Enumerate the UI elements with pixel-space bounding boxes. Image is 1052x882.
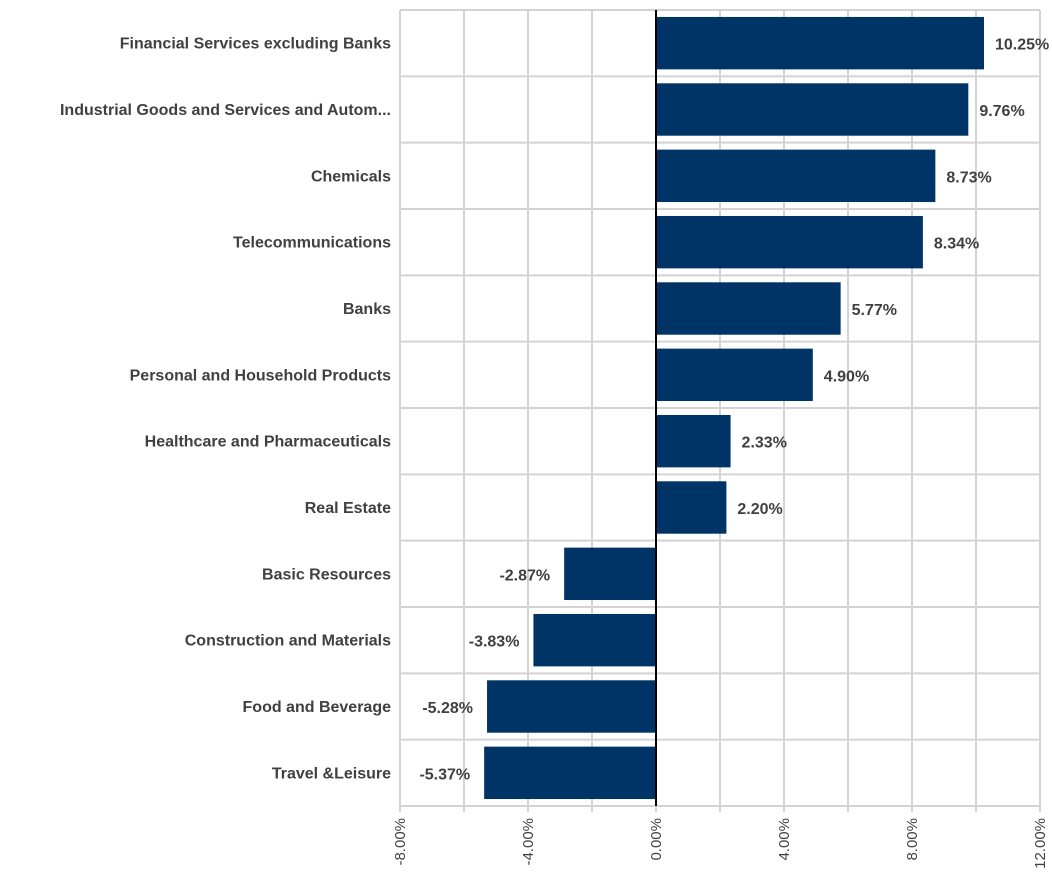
value-label: -3.83%: [469, 634, 520, 651]
value-label: 2.33%: [742, 435, 787, 452]
category-label: Personal and Household Products: [130, 367, 391, 384]
bar: [656, 481, 727, 534]
bar: [484, 746, 656, 800]
value-label: 2.20%: [737, 501, 782, 518]
bar: [656, 149, 936, 203]
value-label: -2.87%: [499, 567, 550, 584]
bar: [564, 547, 656, 601]
bar: [656, 215, 923, 269]
category-label: Healthcare and Pharmaceuticals: [145, 434, 391, 451]
category-labels: Financial Services excluding Banks Indust…: [60, 36, 391, 783]
category-label: Construction and Materials: [185, 633, 391, 650]
value-label: 8.73%: [946, 169, 991, 186]
bar: [656, 16, 984, 70]
x-tick-label: -4.00%: [520, 818, 537, 866]
x-tick-label: 8.00%: [904, 818, 921, 861]
value-label: 5.77%: [852, 302, 897, 319]
value-label: -5.28%: [422, 700, 473, 717]
x-tick-label: -8.00%: [392, 818, 409, 866]
bar: [487, 680, 656, 733]
x-axis-tick-labels: -8.00% -4.00% 0.00% 4.00% 8.00% 12.00%: [392, 818, 1049, 869]
bar: [656, 348, 813, 402]
value-label: 9.76%: [979, 103, 1024, 120]
bar: [656, 414, 731, 468]
x-tick-label: 4.00%: [776, 818, 793, 861]
x-tick-label: 12.00%: [1032, 818, 1049, 869]
bar: [533, 613, 656, 667]
bars: [484, 16, 984, 800]
value-label: 10.25%: [995, 37, 1049, 54]
category-label: Real Estate: [305, 500, 391, 517]
bar: [656, 83, 969, 136]
category-label: Chemicals: [311, 168, 391, 185]
value-labels: 10.25% 9.76% 8.73% 8.34% 5.77% 4.90% 2.33% 2.20…: [419, 37, 1049, 784]
grid-lines: [399, 9, 1041, 812]
category-label: Travel &Leisure: [272, 765, 391, 782]
x-tick-label: 0.00%: [648, 818, 665, 861]
category-label: Basic Resources: [262, 566, 391, 583]
bar: [656, 282, 841, 335]
value-label: 4.90%: [824, 368, 869, 385]
category-label: Food and Beverage: [243, 699, 392, 716]
value-label: 8.34%: [934, 236, 979, 253]
category-label: Telecommunications: [233, 235, 391, 252]
category-label: Banks: [343, 301, 391, 318]
value-label: -5.37%: [419, 766, 470, 783]
category-label: Financial Services excluding Banks: [120, 36, 391, 53]
category-label: Industrial Goods and Services and Autom.…: [60, 102, 391, 119]
